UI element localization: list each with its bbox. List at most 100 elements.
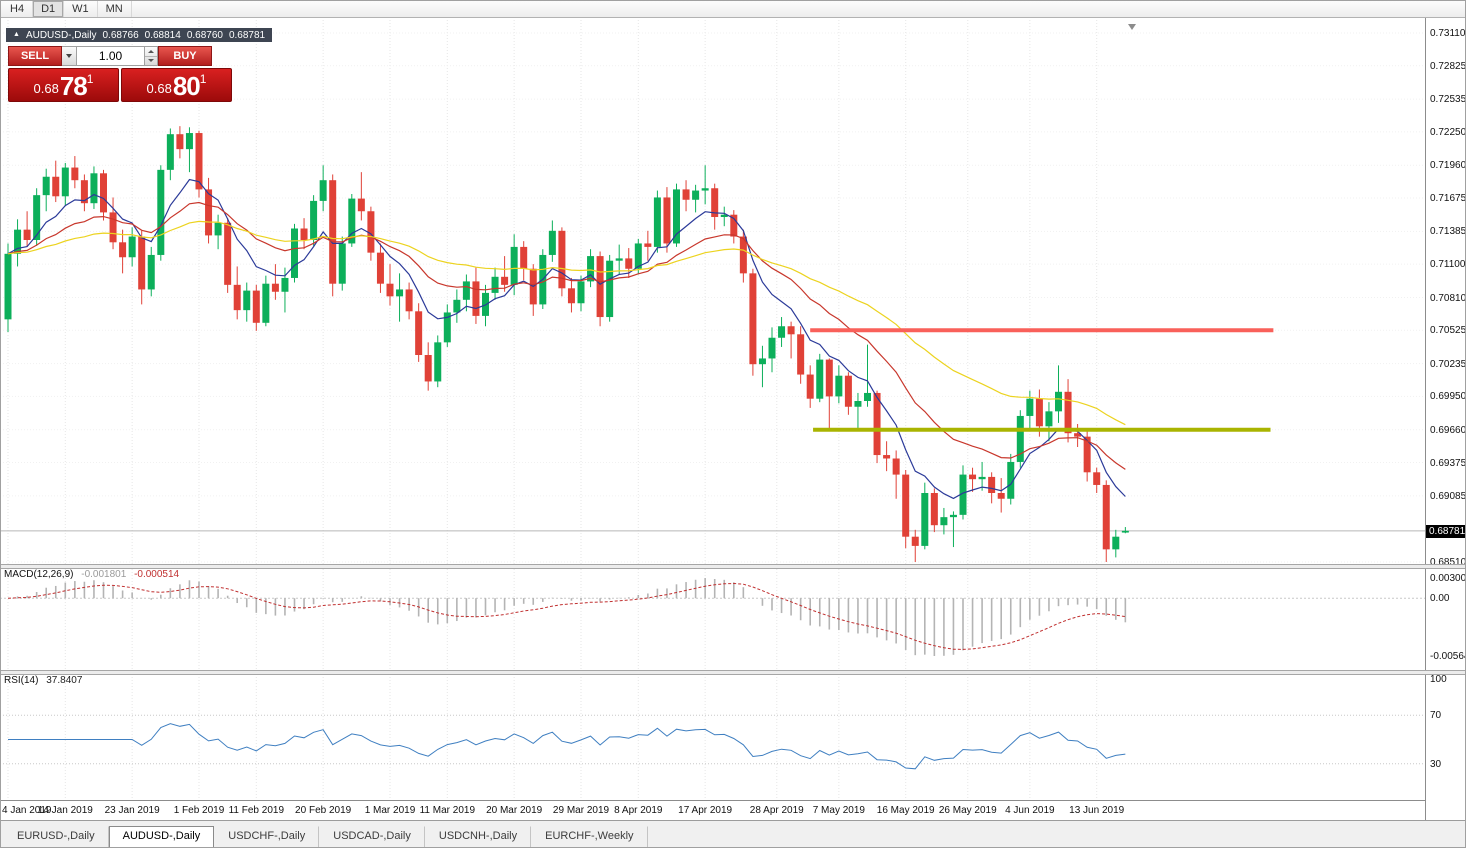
chart-tab-bar: EURUSD-,Daily AUDUSD-,Daily USDCHF-,Daily U…	[0, 826, 648, 848]
sell-price-pipette: 1	[86, 72, 94, 86]
tab-usdchf[interactable]: USDCHF-,Daily	[214, 826, 320, 848]
price-axis-label: 0.72535	[1430, 94, 1466, 106]
chart-shift-marker	[1128, 24, 1136, 30]
time-axis-label: 1 Feb 2019	[173, 805, 225, 816]
macd-axis-label: 0.00	[1430, 593, 1450, 605]
macd-layer	[0, 578, 1425, 656]
rsi-value: 37.8407	[46, 675, 83, 686]
price-axis-label: 0.69085	[1430, 490, 1466, 502]
volume-spin-down[interactable]	[145, 57, 157, 66]
candles-layer	[4, 126, 1129, 562]
price-axis-label: 0.70235	[1430, 358, 1466, 370]
panel-splitter-rsi[interactable]	[0, 670, 1466, 675]
time-axis-label: 8 Apr 2019	[614, 805, 663, 816]
price-axis-label: 0.71100	[1430, 259, 1466, 271]
timeframe-button-h4[interactable]: H4	[2, 0, 34, 17]
rsi-layer	[0, 714, 1425, 770]
time-axis-label: 16 May 2019	[876, 805, 935, 816]
volume-dropdown-button[interactable]	[62, 46, 77, 66]
macd-indicator-label: MACD(12,26,9) -0.001801 -0.000514	[4, 569, 179, 580]
ohlc-open: 0.68766	[102, 29, 139, 41]
time-axis-label: 4 Jun 2019	[1005, 805, 1055, 816]
tab-usdcnh[interactable]: USDCNH-,Daily	[425, 826, 532, 848]
price-axis-label: 0.73110	[1430, 28, 1466, 39]
buy-price-pipette: 1	[199, 72, 207, 86]
timeframe-button-d1[interactable]: D1	[33, 0, 65, 17]
rsi-indicator-label: RSI(14) 37.8407	[4, 675, 82, 686]
moving-averages-layer	[7, 178, 1126, 500]
time-axis-label: 28 Apr 2019	[749, 805, 804, 816]
macd-name: MACD(12,26,9)	[4, 569, 74, 580]
macd-value: -0.001801	[81, 569, 127, 580]
time-axis-label: 26 May 2019	[938, 805, 997, 816]
price-axis-label: 0.68510	[1430, 557, 1466, 568]
price-axis-label: 0.71675	[1430, 193, 1466, 205]
tab-eurusd[interactable]: EURUSD-,Daily	[3, 826, 109, 848]
rsi-axis-label: 70	[1430, 710, 1442, 722]
time-axis[interactable]: 4 Jan 2019 14 Jan 2019 23 Jan 2019 1 Feb 20…	[0, 800, 1425, 820]
volume-spin-up[interactable]	[145, 47, 157, 57]
price-axis-label: 0.70525	[1430, 325, 1466, 337]
time-axis-label: 4 Jan 2019	[2, 805, 52, 816]
bottom-strip	[0, 820, 1466, 848]
chevron-down-icon	[66, 54, 72, 58]
sell-price-big: 78	[59, 71, 88, 101]
buy-button[interactable]: BUY	[158, 46, 212, 66]
chart-collapse-icon[interactable]: ▲	[13, 31, 20, 38]
price-axis-label: 0.72250	[1430, 126, 1466, 138]
tab-usdcad[interactable]: USDCAD-,Daily	[319, 826, 425, 848]
time-axis-label: 20 Feb 2019	[295, 805, 352, 816]
rsi-name: RSI(14)	[4, 675, 39, 686]
macd-signal-value: -0.000514	[134, 569, 180, 580]
time-axis-label: 20 Mar 2019	[486, 805, 543, 816]
price-axis-label: 0.69375	[1430, 457, 1466, 469]
time-axis-label: 29 Mar 2019	[552, 805, 610, 816]
timeframe-button-w1[interactable]: W1	[64, 0, 98, 17]
time-axis-label: 11 Feb 2019	[228, 805, 285, 816]
timeframe-button-mn[interactable]: MN	[98, 0, 132, 17]
price-axis-label: 0.72825	[1430, 60, 1466, 72]
timeframe-toolbar: H4 D1 W1 MN	[0, 0, 1466, 18]
panel-splitter-macd[interactable]	[0, 564, 1466, 569]
time-axis-label: 14 Jan 2019	[37, 805, 93, 816]
buy-price-button[interactable]: 0.68 80 1	[121, 68, 232, 102]
ohlc-close: 0.68781	[228, 29, 266, 41]
sell-price-button[interactable]: 0.68 78 1	[8, 68, 119, 102]
grid-layer	[0, 20, 1425, 800]
tab-eurchf[interactable]: EURCHF-,Weekly	[531, 826, 648, 848]
sell-price-prefix: 0.68	[33, 81, 59, 96]
arrow-up-icon	[148, 49, 154, 53]
ohlc-low: 0.68760	[186, 29, 223, 41]
chart-title-bar: ▲ AUDUSD-,Daily 0.68766 0.68814 0.68760 …	[6, 28, 273, 42]
time-axis-label: 11 Mar 2019	[419, 805, 475, 816]
buy-price-big: 80	[172, 71, 201, 101]
ohlc-high: 0.68814	[144, 29, 181, 41]
sell-button[interactable]: SELL	[8, 46, 62, 66]
time-axis-label: 1 Mar 2019	[364, 805, 416, 816]
arrow-down-icon	[148, 59, 154, 63]
rsi-axis-label: 30	[1430, 758, 1442, 770]
one-click-trading-panel: SELL BUY 0.68 78 1 0.68 80 1	[8, 46, 232, 102]
price-axis-label: 0.71385	[1430, 226, 1466, 238]
price-axis[interactable]: 100 70 30 0.73110 0.72825 0.72535 0.72250 0.719…	[1425, 18, 1466, 820]
buy-price-prefix: 0.68	[146, 81, 172, 96]
time-axis-label: 23 Jan 2019	[104, 805, 160, 816]
price-axis-label: 0.69660	[1430, 424, 1466, 436]
volume-input[interactable]	[77, 46, 145, 66]
rsi-axis-label: 100	[1430, 674, 1447, 685]
macd-axis-label: -0.005648	[1430, 651, 1466, 662]
macd-axis-label: 0.003003	[1430, 573, 1466, 584]
volume-spinner	[145, 46, 158, 66]
current-price-tag: 0.68781	[1426, 524, 1466, 538]
time-axis-label: 17 Apr 2019	[678, 805, 733, 816]
horizontal-lines-layer	[810, 328, 1274, 432]
price-axis-label: 0.69950	[1430, 391, 1466, 403]
price-axis-label: 0.71960	[1430, 160, 1466, 172]
price-axis-label: 0.70810	[1430, 292, 1466, 304]
tab-audusd[interactable]: AUDUSD-,Daily	[108, 826, 215, 848]
time-axis-label: 7 May 2019	[812, 805, 865, 816]
chart-symbol-period: AUDUSD-,Daily	[25, 29, 97, 41]
time-axis-label: 13 Jun 2019	[1069, 805, 1125, 816]
